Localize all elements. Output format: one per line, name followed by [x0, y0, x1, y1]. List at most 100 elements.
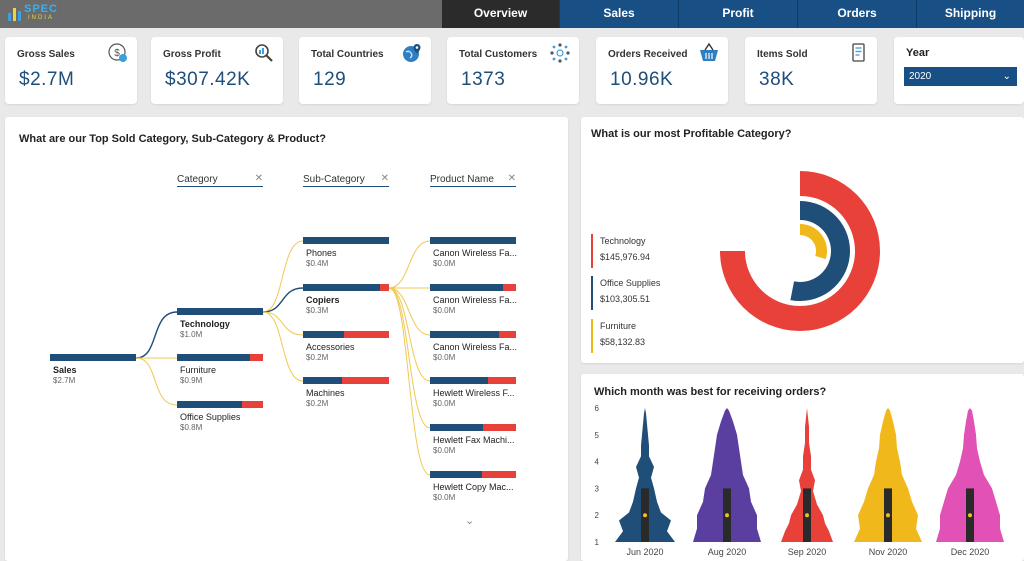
tree-node-category-value: $1.0M — [180, 330, 203, 339]
legend-category: Furniture — [600, 321, 637, 331]
kpi-orders-received: Orders Received 10.96K — [596, 37, 728, 104]
globe-pin-icon — [403, 44, 421, 62]
tree-node-product-label: Canon Wireless Fa... — [433, 248, 518, 258]
orders-title: Which month was best for receiving order… — [594, 386, 827, 398]
orders-violin-chart: 1 2 3 4 5 6 Jun 2020 Aug 2020 Sep 2020 Nov 2020 De… — [595, 404, 1004, 557]
chevron-down-icon[interactable]: ⌄ — [465, 515, 475, 527]
close-icon[interactable]: ✕ — [380, 173, 389, 184]
violin-median-dot — [725, 513, 729, 518]
violin-jun-2020[interactable] — [615, 408, 675, 542]
tree-node-category-bar-fill — [177, 401, 242, 408]
tree-node-category-bar[interactable] — [177, 354, 263, 361]
violin-aug-2020[interactable] — [693, 408, 761, 542]
x-tick-label: Sep 2020 — [788, 547, 827, 557]
tree-node-root-bar-fill — [50, 354, 136, 361]
tree-level-header-category[interactable]: Category ✕ — [177, 173, 263, 187]
tree-node-product-bar[interactable] — [430, 377, 516, 384]
network-people-icon — [550, 43, 570, 63]
tree-level-header-label: Product Name — [430, 174, 494, 185]
tree-node-product-bar-fill — [430, 424, 483, 431]
tree-level-header-label: Category — [177, 174, 218, 185]
radial-arc-furniture[interactable] — [800, 224, 827, 260]
tab-shipping[interactable]: Shipping — [916, 0, 1024, 28]
legend-category: Technology — [600, 236, 646, 246]
kpi-items-sold: Items Sold 38K — [745, 37, 877, 104]
logo-bars-icon — [8, 7, 21, 21]
kpi-label: Orders Received — [608, 49, 688, 60]
legend-swatch — [591, 234, 593, 268]
tree-node-product-value: $0.0M — [433, 446, 456, 455]
kpi-value: $307.42K — [165, 69, 251, 90]
tree-node-subcategory-value: $0.3M — [306, 306, 329, 315]
tree-node-subcategory-bar[interactable] — [303, 284, 389, 291]
x-tick-label: Aug 2020 — [708, 547, 747, 557]
tree-level-header-subcategory[interactable]: Sub-Category ✕ — [303, 173, 389, 187]
tree-level-header-label: Sub-Category — [303, 174, 365, 185]
legend-swatch — [591, 276, 593, 310]
magnifier-icon — [255, 44, 273, 62]
kpi-label: Gross Sales — [17, 49, 75, 60]
tree-node-subcategory-bar-fill — [303, 237, 389, 244]
tree-node-root-value: $2.7M — [53, 376, 76, 385]
tree-node-product-bar[interactable] — [430, 284, 516, 291]
kpi-value: 10.96K — [610, 69, 674, 90]
radial-arc-technology[interactable] — [720, 171, 880, 331]
tree-node-product-bar-fill — [430, 284, 503, 291]
tree-node-category-bar-fill — [177, 308, 263, 315]
violin-dec-2020[interactable] — [936, 408, 1004, 542]
y-tick-label: 6 — [595, 404, 600, 413]
tab-overview[interactable]: Overview — [442, 0, 559, 28]
kpi-label: Gross Profit — [163, 49, 221, 60]
year-select[interactable]: 2020 ⌄ — [904, 67, 1017, 86]
page-tabs: Overview Sales Profit Orders Shipping — [442, 0, 1024, 28]
svg-text:$: $ — [114, 48, 120, 59]
tab-profit[interactable]: Profit — [678, 0, 797, 28]
tab-orders[interactable]: Orders — [797, 0, 916, 28]
tree-node-product-bar[interactable] — [430, 331, 516, 338]
tree-title: What are our Top Sold Category, Sub-Cate… — [19, 133, 326, 145]
tree-node-product-bar-fill — [430, 471, 482, 478]
tree-node-subcategory-bar[interactable] — [303, 331, 389, 338]
tree-node-subcategory-bar-fill — [303, 331, 344, 338]
tree-node-product-bar[interactable] — [430, 237, 516, 244]
tree-node-root-label: Sales — [53, 365, 77, 375]
violin-nov-2020[interactable] — [854, 408, 922, 542]
legend-value: $145,976.94 — [600, 252, 651, 262]
kpi-gross-sales: Gross Sales $2.7M $ — [5, 37, 137, 104]
close-icon[interactable]: ✕ — [254, 173, 263, 184]
tree-node-product-value: $0.0M — [433, 306, 456, 315]
legend-category: Office Supplies — [600, 278, 661, 288]
tree-node-category-label: Furniture — [180, 365, 217, 375]
tree-node-category-value: $0.8M — [180, 423, 203, 432]
kpi-total-countries: Total Countries 129 — [299, 37, 431, 104]
tree-node-product-bar[interactable] — [430, 424, 516, 431]
tree-node-subcategory-bar[interactable] — [303, 237, 389, 244]
violin-sep-2020[interactable] — [781, 408, 833, 542]
tree-node-root-bar[interactable] — [50, 354, 136, 361]
tree-node-product-label: Hewlett Copy Mac... — [433, 482, 514, 492]
tree-level-header-product[interactable]: Product Name ✕ — [430, 173, 516, 187]
x-tick-label: Jun 2020 — [626, 547, 663, 557]
tab-sales[interactable]: Sales — [559, 0, 678, 28]
kpi-label: Total Customers — [459, 49, 538, 60]
tree-node-subcategory-bar-fill — [303, 377, 342, 384]
tree-node-category-bar[interactable] — [177, 308, 263, 315]
radial-arc-office-supplies[interactable] — [790, 201, 850, 301]
y-tick-label: 4 — [595, 458, 600, 467]
tree-node-category-bar[interactable] — [177, 401, 263, 408]
kpi-gross-profit: Gross Profit $307.42K — [151, 37, 283, 104]
brand-logo: SPEC INDIA — [8, 3, 58, 25]
close-icon[interactable]: ✕ — [507, 173, 516, 184]
brand-sub: INDIA — [27, 15, 54, 21]
profit-radial-chart — [720, 171, 880, 331]
tree-node-category-bar-fill — [177, 354, 250, 361]
tree-node-subcategory-label: Copiers — [306, 295, 340, 305]
tree-node-subcategory-bar[interactable] — [303, 377, 389, 384]
decomposition-tree-panel — [5, 117, 568, 561]
tree-node-subcategory-value: $0.2M — [306, 353, 329, 362]
y-tick-label: 3 — [595, 484, 600, 493]
tree-node-product-value: $0.0M — [433, 493, 456, 502]
violin-median-dot — [886, 513, 890, 518]
tree-node-product-bar[interactable] — [430, 471, 516, 478]
